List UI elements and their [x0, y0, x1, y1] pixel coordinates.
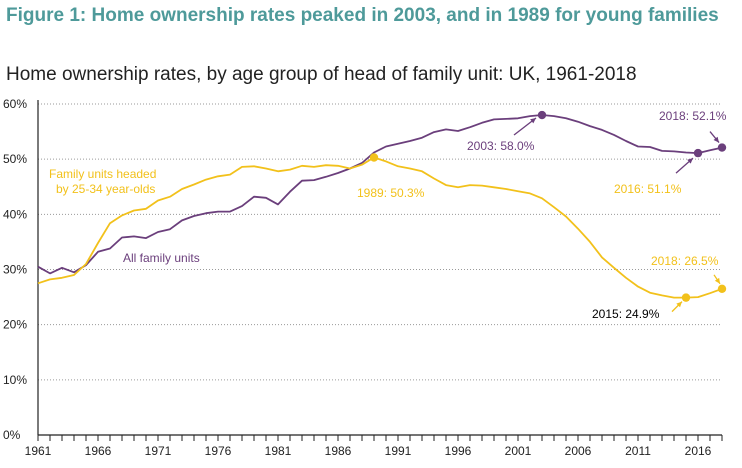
arrow-2016-head: [687, 158, 693, 164]
annotation-point: [369, 153, 379, 162]
y-tick-label: 40%: [3, 207, 27, 221]
x-tick-label: 1976: [205, 444, 232, 458]
x-tick-label: 1961: [25, 444, 52, 458]
annotation-2003-all: 2003: 58.0%: [467, 139, 535, 153]
series-line-all-family-units: [37, 114, 723, 275]
legend-young-line1: Family units headed: [49, 167, 156, 181]
y-tick-label: 30%: [3, 263, 27, 277]
legend-all: All family units: [123, 251, 200, 265]
x-tick-label: 1991: [385, 444, 412, 458]
annotation-marks: [369, 110, 727, 313]
x-tick-label: 1966: [85, 444, 112, 458]
legend-young-line2: by 25-34 year-olds: [56, 182, 155, 196]
x-tick-label: 1986: [325, 444, 352, 458]
y-tick-label: 0%: [3, 428, 21, 442]
annotation-2018-all: 2018: 52.1%: [659, 109, 727, 123]
annotation-point: [717, 284, 727, 294]
x-tick-label: 1996: [445, 444, 472, 458]
y-tick-label: 10%: [3, 373, 27, 387]
x-tick-label: 2016: [685, 444, 712, 458]
annotation-1989-young: 1989: 50.3%: [357, 186, 425, 200]
annotation-point: [537, 110, 547, 120]
arrow-2015-head: [676, 301, 682, 308]
y-axis-ticks: 0% 10% 20% 30% 40% 50% 60%: [3, 97, 27, 442]
annotation-2016-all: 2016: 51.1%: [614, 182, 682, 196]
arrow-2018-young-head: [714, 277, 720, 284]
y-tick-label: 50%: [3, 152, 27, 166]
annotation-point: [681, 293, 691, 302]
x-tick-label: 2006: [565, 444, 592, 458]
x-axis-ticks: 1961 1966 1971 1976 1981 1986 1991 1996 2001 2006…: [25, 435, 723, 458]
series-line-25-34-year-olds: [37, 156, 723, 299]
y-tick-label: 20%: [3, 318, 27, 332]
x-tick-label: 1981: [265, 444, 292, 458]
annotation-point: [693, 148, 703, 158]
series-lines: [37, 114, 723, 299]
annotation-2015-young: 2015: 24.9%: [592, 307, 660, 321]
x-tick-label: 1971: [145, 444, 172, 458]
gridlines: [37, 100, 722, 436]
arrow-2018-all-head: [713, 136, 719, 143]
y-tick-label: 60%: [3, 97, 27, 111]
x-tick-label: 2011: [625, 444, 651, 458]
annotation-point: [717, 143, 727, 152]
annotation-2018-young: 2018: 26.5%: [651, 254, 719, 268]
chart-title: Home ownership rates, by age group of he…: [6, 64, 637, 85]
x-tick-label: 2001: [505, 444, 532, 458]
figure-title: Figure 1: Home ownership rates peaked in…: [6, 5, 719, 26]
arrow-2003-head: [530, 118, 536, 124]
